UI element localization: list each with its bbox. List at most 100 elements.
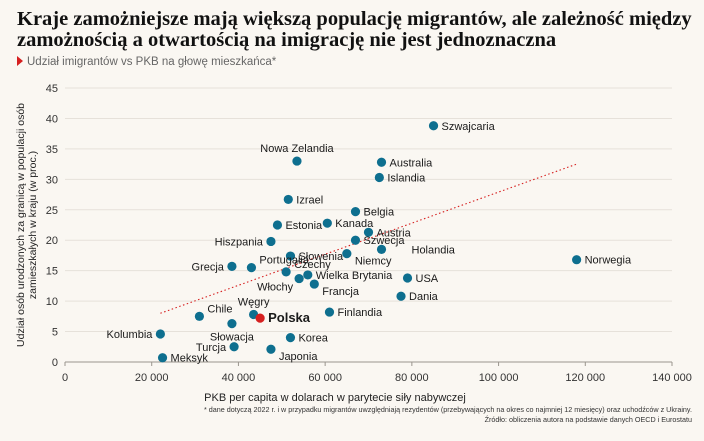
point-korea [285,333,296,343]
point-label: Japonia [279,351,318,363]
point-label: Holandia [412,244,456,256]
point-izrael [283,194,293,205]
point-japonia [266,344,276,354]
point-labels: Szwajcaria Nowa Zelandia Australia Islandia… [107,121,632,365]
point-finlandia [324,307,335,317]
point-norwegia [572,255,582,265]
y-axis: 0 5 10 15 20 25 30 35 40 45 [46,83,58,369]
point-label: Izrael [296,194,323,206]
point-label: Szwajcaria [442,121,496,133]
x-axis: 0 20 000 40 000 60 000 80 000 100 000 120 000 1… [62,362,692,384]
x-tick-label: 140 000 [652,372,692,384]
x-tick-label: 20 000 [135,372,169,384]
point-label: Wielka Brytania [316,270,393,282]
point-słowacja [227,319,237,329]
chart-subtitle: Udział imigrantów vs PKB na głowę mieszk… [17,56,276,68]
point-label: Korea [298,333,328,345]
x-tick-label: 60 000 [308,372,342,384]
x-tick-label: 0 [62,372,68,384]
y-tick-label: 15 [46,266,58,278]
y-axis-label-line-1: Udział osób urodzonych za granicą w popu… [15,103,27,347]
y-tick-label: 5 [52,327,58,339]
point-label: Estonia [285,220,323,232]
point-label: Chile [207,303,232,315]
point-label: Meksyk [171,353,209,365]
point-label: Nowa Zelandia [260,143,334,155]
trendline [160,163,577,314]
point-label: Finlandia [337,307,383,319]
point-holandia [376,244,387,254]
point-meksyk [157,353,168,363]
x-tick-label: 120 000 [565,372,605,384]
point-label: Słowacja [210,332,255,344]
data-points [155,121,582,363]
trendline-dotted [160,163,577,314]
point-australia [376,157,387,167]
point-szwajcaria [428,121,439,131]
y-tick-label: 45 [46,83,58,95]
gridlines [65,87,672,363]
point-label: Kanada [335,218,374,230]
chart-subtitle-text: Udział imigrantów vs PKB na głowę mieszk… [27,56,277,68]
point-label: Turcja [196,342,227,354]
y-tick-label: 40 [46,113,58,125]
x-axis-label: PKB per capita w dolarach w parytecie si… [204,392,466,404]
point-portugalia [246,263,257,273]
point-austria [363,227,374,237]
point-usa [402,273,413,283]
point-słowenia [285,251,296,261]
point-kolumbia [155,329,165,339]
point-label: Grecja [192,261,225,273]
point-label: Kolumbia [107,329,154,341]
chart-title: Kraje zamożniejsze mają większą populacj… [17,8,692,51]
point-chile [194,311,205,321]
footnote-line-1: * dane dotyczą 2022 r. i w przypadku mig… [203,405,692,414]
y-tick-label: 30 [46,174,58,186]
point-label: Norwegia [585,255,632,267]
point-label: Hiszpania [215,236,264,248]
point-label: Niemcy [355,256,392,268]
point-label: Węgry [238,297,270,309]
y-axis-label: Udział osób urodzonych za granicą w popu… [15,103,39,347]
point-szwecja [350,235,361,245]
point-hiszpania [266,236,276,247]
y-tick-label: 35 [46,144,58,156]
y-tick-label: 10 [46,296,58,308]
point-islandia [374,172,384,183]
point-label: Portugalia [259,255,309,267]
point-francja [309,279,319,289]
point-label: Szwecja [363,235,405,247]
point-label: Włochy [257,282,294,294]
point-label: Francja [322,286,360,298]
point-dania [396,291,406,301]
point-label: Australia [390,157,434,169]
y-tick-label: 0 [52,357,58,369]
point-grecja [227,261,237,272]
point-label: Austria [377,227,412,239]
point-label: Czechy [294,259,331,271]
point-estonia [272,220,283,230]
y-axis-label-line-2: zamieszkałych w kraju (w proc.) [27,151,39,299]
red-triangle-icon [17,56,23,66]
point-belgia [350,207,361,217]
point-label: Polska [268,310,311,325]
footnote-source: Źródło: obliczenia autora na podstawie d… [484,415,692,424]
point-nowa-zelandia [292,156,302,166]
point-label: Słowenia [298,251,344,263]
x-tick-label: 80 000 [395,372,429,384]
point-label: USA [416,273,439,285]
point-label: Dania [409,291,439,303]
point-włochy [294,273,304,284]
point-label: Belgia [363,207,394,219]
point-turcja [229,342,239,352]
y-tick-label: 25 [46,205,58,217]
point-kanada [322,218,332,228]
point-polska [255,313,265,323]
point-wielka-brytania [303,270,313,280]
footnote: * dane dotyczą 2022 r. i w przypadku mig… [132,405,692,425]
x-tick-label: 40 000 [222,372,256,384]
y-tick-label: 20 [46,235,58,247]
point-czechy [281,267,291,277]
x-tick-label: 100 000 [479,372,519,384]
